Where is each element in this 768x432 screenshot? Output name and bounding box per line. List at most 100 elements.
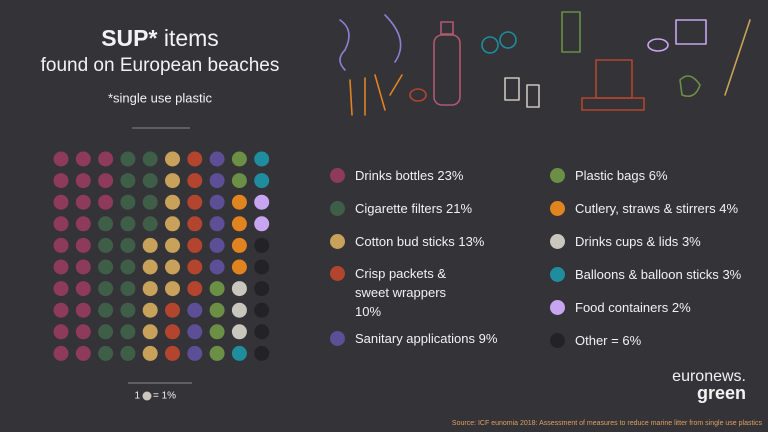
value-label: 13% xyxy=(458,234,485,249)
brand-sub: green xyxy=(696,383,746,403)
legend-swatch xyxy=(330,201,345,216)
waffle-dot xyxy=(254,216,270,232)
waffle-dot xyxy=(75,345,91,361)
value-label: 23% xyxy=(437,168,464,183)
value-label: = 6% xyxy=(611,333,642,348)
legend-label: Cotton bud sticks xyxy=(355,234,455,249)
brand-block: euronews. green xyxy=(672,368,746,402)
chart-title: SUP* items xyxy=(101,25,219,51)
legend-label: Food containers xyxy=(575,300,669,315)
waffle-dot xyxy=(165,216,180,232)
legend-item: Balloons & balloon sticks 3% xyxy=(550,265,750,284)
waffle-dot xyxy=(98,237,114,253)
waffle-dot xyxy=(120,345,136,361)
waffle-dot xyxy=(98,151,114,167)
key-count: 1 xyxy=(134,391,140,402)
icon xyxy=(679,75,701,98)
waffle-dot xyxy=(254,151,270,167)
waffle-dot xyxy=(187,324,203,340)
legend-swatch xyxy=(550,267,565,282)
waffle-dot xyxy=(187,259,203,275)
value-label: 3% xyxy=(722,267,742,282)
waffle-dot xyxy=(254,259,270,275)
waffle-dot xyxy=(231,259,247,275)
legend-swatch xyxy=(550,300,565,315)
waffle-dot xyxy=(142,237,158,253)
waffle-dot xyxy=(120,173,136,189)
waffle-dot xyxy=(75,151,91,167)
legend-swatch xyxy=(330,168,345,183)
waffle-dot xyxy=(231,237,247,253)
key-dot xyxy=(142,391,152,401)
icon xyxy=(526,84,540,108)
waffle-dot xyxy=(120,151,136,167)
waffle-dot xyxy=(165,237,180,253)
waffle-dot xyxy=(209,194,225,210)
legend-item: Sanitary applications 9% xyxy=(330,329,530,348)
waffle-dot xyxy=(187,216,203,232)
waffle-dot xyxy=(53,324,69,340)
waffle-dot xyxy=(254,281,270,297)
legend-item: Cutlery, straws & stirrers 4% xyxy=(550,199,750,218)
waffle-dot xyxy=(142,345,158,361)
waffle-dot xyxy=(165,259,180,275)
waffle-dot xyxy=(142,194,158,210)
waffle-dot xyxy=(187,194,203,210)
legend-label: Balloons & balloon sticks xyxy=(575,267,719,282)
legend-swatch xyxy=(330,331,345,346)
icon xyxy=(675,19,707,45)
legend-text: Drinks bottles 23% xyxy=(355,166,463,185)
waffle-dot xyxy=(231,324,247,340)
key-label: = 1% xyxy=(153,391,176,402)
legend-label: Drinks cups & lids xyxy=(575,234,679,249)
icon xyxy=(595,59,633,99)
waffle-dot xyxy=(187,302,203,318)
icon xyxy=(647,38,669,52)
source: Source: ICF eunomia 2018: Assessment of … xyxy=(451,420,762,427)
waffle-dot xyxy=(53,281,69,297)
waffle-dot xyxy=(187,151,203,167)
waffle-dot xyxy=(75,259,91,275)
waffle-dot xyxy=(165,173,180,189)
icon xyxy=(433,34,461,106)
legend-label: Drinks bottles xyxy=(355,168,434,183)
value-label: 2% xyxy=(671,300,691,315)
waffle-dot xyxy=(187,281,203,297)
waffle-dot xyxy=(209,259,225,275)
legend-swatch xyxy=(330,234,345,249)
waffle-dot xyxy=(75,216,91,232)
waffle-dot xyxy=(53,194,69,210)
waffle-dot xyxy=(98,302,114,318)
waffle-dot xyxy=(209,173,225,189)
waffle-dot xyxy=(53,237,69,253)
legend-item: Plastic bags 6% xyxy=(550,166,750,185)
icon xyxy=(384,14,402,63)
waffle-dot xyxy=(120,324,136,340)
waffle-dot xyxy=(53,345,69,361)
value-label: 10% xyxy=(355,304,382,319)
waffle-dot xyxy=(98,194,114,210)
legend-swatch xyxy=(330,266,345,281)
footnote: *single use plastic xyxy=(108,90,213,105)
waffle-dot xyxy=(165,345,180,361)
waffle-dot xyxy=(120,259,136,275)
legend-item: Drinks cups & lids 3% xyxy=(550,232,750,251)
icons xyxy=(339,11,751,116)
waffle-dot xyxy=(231,281,247,297)
waffle-dot xyxy=(231,194,247,210)
waffle-dot xyxy=(120,302,136,318)
waffle-dot xyxy=(98,345,114,361)
waffle-dot xyxy=(142,216,158,232)
waffle-dot xyxy=(254,345,270,361)
waffle-dot xyxy=(142,324,158,340)
legend-item: Crisp packets & sweet wrappers 10% xyxy=(330,264,470,321)
waffle-dot xyxy=(165,324,180,340)
chart-subtitle: found on European beaches xyxy=(41,55,280,76)
waffle-dot xyxy=(209,324,225,340)
waffle-dot xyxy=(98,173,114,189)
legend-swatch xyxy=(550,234,565,249)
waffle-dot xyxy=(98,281,114,297)
waffle-dot xyxy=(209,237,225,253)
